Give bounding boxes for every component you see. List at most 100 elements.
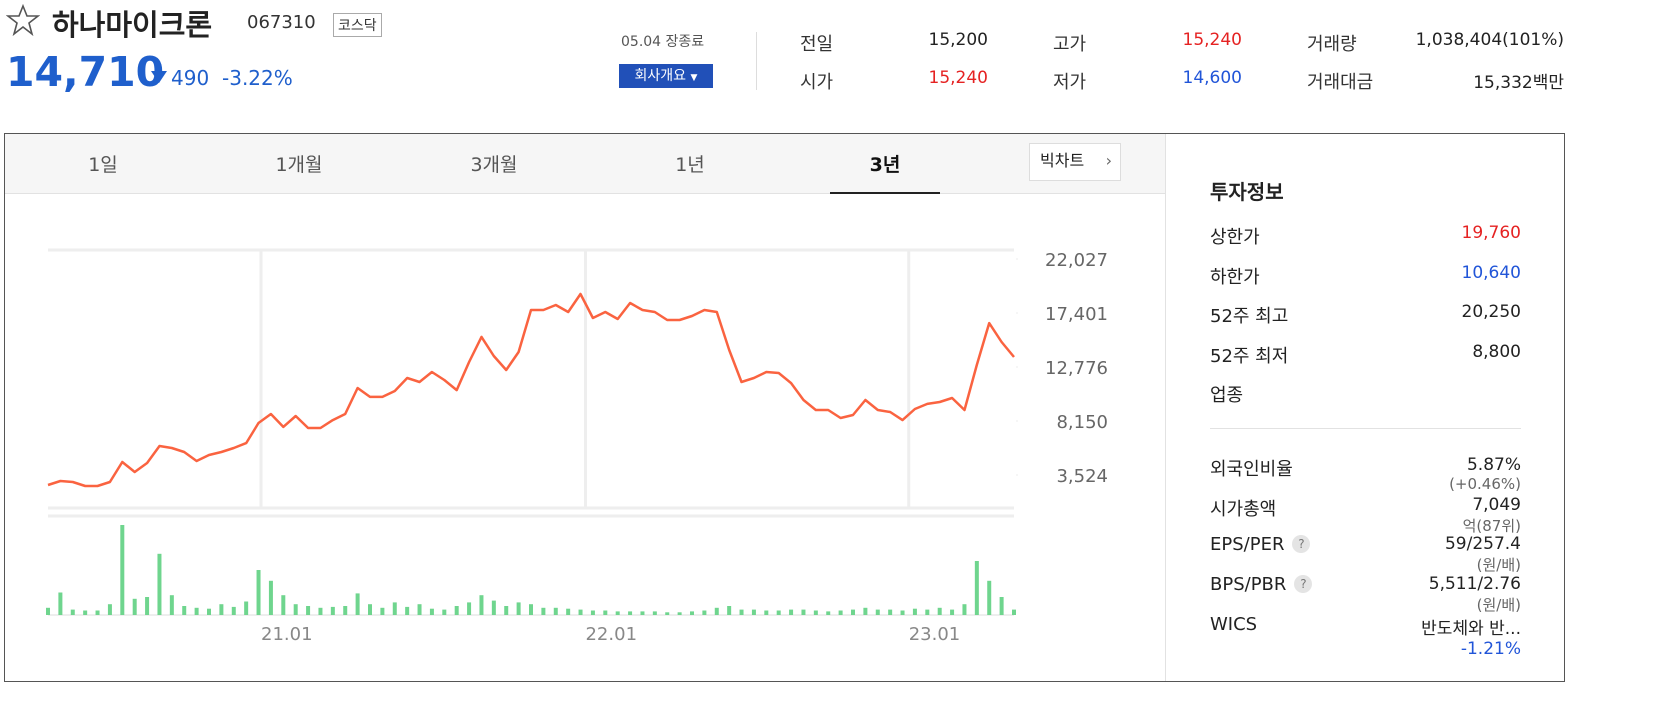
invest-sub: 억(87위) <box>1462 516 1521 535</box>
current-price: 14,710 <box>6 48 165 96</box>
volume-bar <box>603 610 608 615</box>
quote-label: 고가 <box>1053 34 1087 55</box>
volume-bar <box>987 580 992 615</box>
volume-bar <box>851 609 855 615</box>
period-tab[interactable]: 3개월 <box>470 154 518 176</box>
volume-bar <box>392 602 397 615</box>
volume-bar <box>83 610 88 615</box>
quote-value: 15,200 <box>929 30 988 50</box>
quote-number: 15,200 <box>928 30 988 50</box>
period-tab[interactable]: 1년 <box>675 154 705 176</box>
invest-label: 시가총액 <box>1210 495 1276 521</box>
period-tab[interactable]: 1개월 <box>275 154 323 176</box>
volume-bar <box>789 609 794 615</box>
volume-bar <box>157 553 162 615</box>
company-button[interactable]: 회사개요 ▼ <box>619 64 713 88</box>
invest-divider <box>1210 428 1521 429</box>
quote-value: 15,240 <box>929 68 988 88</box>
quote-label: 거래대금 <box>1307 72 1374 93</box>
big-chart-link[interactable]: 빅차트 › <box>1029 143 1121 181</box>
volume-bar <box>739 609 744 615</box>
y-tick-label: 3,524 <box>1056 466 1108 487</box>
invest-label-text: WICS <box>1210 613 1258 635</box>
period-tab[interactable]: 3년 <box>869 154 901 176</box>
volume-bar <box>677 612 682 615</box>
quote-number: 15,240 <box>928 68 988 88</box>
volume-bar <box>912 608 917 615</box>
volume-bar <box>702 610 707 615</box>
volume-bar <box>330 606 335 615</box>
invest-sub: (+0.46%) <box>1449 475 1521 493</box>
invest-label-text: BPS/PBR <box>1210 574 1287 596</box>
invest-number: 7,049 <box>1472 494 1521 515</box>
invest-number: 59/257.4 <box>1444 534 1521 555</box>
volume-bar <box>417 604 422 615</box>
volume-bar <box>207 608 211 615</box>
quote-value: 15,332백만 <box>1473 68 1564 93</box>
invest-label: BPS/PBR? <box>1210 574 1313 596</box>
volume-bar <box>690 611 694 615</box>
stock-name: 하나마이크론 <box>52 8 213 42</box>
tab-bar <box>5 134 1165 194</box>
tab-underline <box>830 192 940 194</box>
volume-bar <box>974 561 979 615</box>
quote-label: 거래량 <box>1307 34 1357 55</box>
volume-bar <box>652 611 657 615</box>
volume-bar <box>541 607 546 615</box>
help-icon[interactable]: ? <box>1292 535 1311 554</box>
quote-number: 15,240 <box>1182 30 1242 50</box>
volume-bar <box>590 610 595 615</box>
x-tick-label: 22.01 <box>585 624 637 645</box>
stock-code: 067310 <box>247 12 316 33</box>
volume-bar <box>405 606 410 615</box>
volume-bar <box>801 609 806 615</box>
volume-bar <box>578 609 583 615</box>
volume-bar <box>1012 609 1016 615</box>
favorite-star[interactable] <box>6 4 40 36</box>
volume-bar <box>120 525 125 615</box>
volume-bar <box>838 610 843 615</box>
chart-box <box>4 133 1565 682</box>
quote-value: 15,240 <box>1183 30 1242 50</box>
invest-label: 상한가 <box>1210 227 1260 248</box>
invest-label: EPS/PER? <box>1210 534 1311 556</box>
volume-bar <box>615 611 620 615</box>
invest-label-text: 시가총액 <box>1210 498 1277 520</box>
volume-bar <box>863 607 868 615</box>
invest-sub: (원/배) <box>1476 596 1521 615</box>
volume-bar <box>962 604 967 615</box>
invest-value: 8,800 <box>1472 341 1521 362</box>
invest-label: 하한가 <box>1210 266 1260 288</box>
quote-label: 시가 <box>800 72 834 93</box>
x-tick-label: 23.01 <box>909 624 961 645</box>
volume-bar <box>95 610 100 615</box>
down-arrow <box>151 71 167 83</box>
quote-number: 1,038,404(101%) <box>1415 30 1564 50</box>
volume-bar <box>875 609 880 615</box>
help-icon[interactable]: ? <box>1294 575 1313 594</box>
volume-bar <box>491 600 496 615</box>
period-tab[interactable]: 1일 <box>88 154 118 176</box>
invest-value: 7,049 억(87위) <box>1460 495 1521 536</box>
volume-bar <box>145 597 150 615</box>
invest-value: 10,640 <box>1461 262 1521 283</box>
volume-bar <box>999 597 1004 615</box>
volume-bar <box>640 611 645 615</box>
quote-number: 14,600 <box>1182 68 1242 88</box>
volume-bar <box>950 609 955 615</box>
invest-label-text: EPS/PER <box>1210 534 1285 556</box>
quote-label: 저가 <box>1053 72 1087 93</box>
divider <box>756 32 757 90</box>
volume-bar <box>442 609 447 615</box>
invest-sub: (원/배) <box>1476 556 1521 575</box>
volume-bar <box>58 592 63 615</box>
invest-value: 5,511/2.76 (원/배) <box>1429 574 1521 615</box>
volume-bar <box>293 604 298 615</box>
x-tick-label: 21.01 <box>261 624 313 645</box>
invest-label-text: 외국인비율 <box>1210 459 1293 480</box>
volume-bar <box>888 609 893 615</box>
volume-bar <box>46 607 50 615</box>
invest-sub: -1.21% <box>1460 638 1521 659</box>
invest-label: 52주 최저 <box>1210 345 1289 367</box>
